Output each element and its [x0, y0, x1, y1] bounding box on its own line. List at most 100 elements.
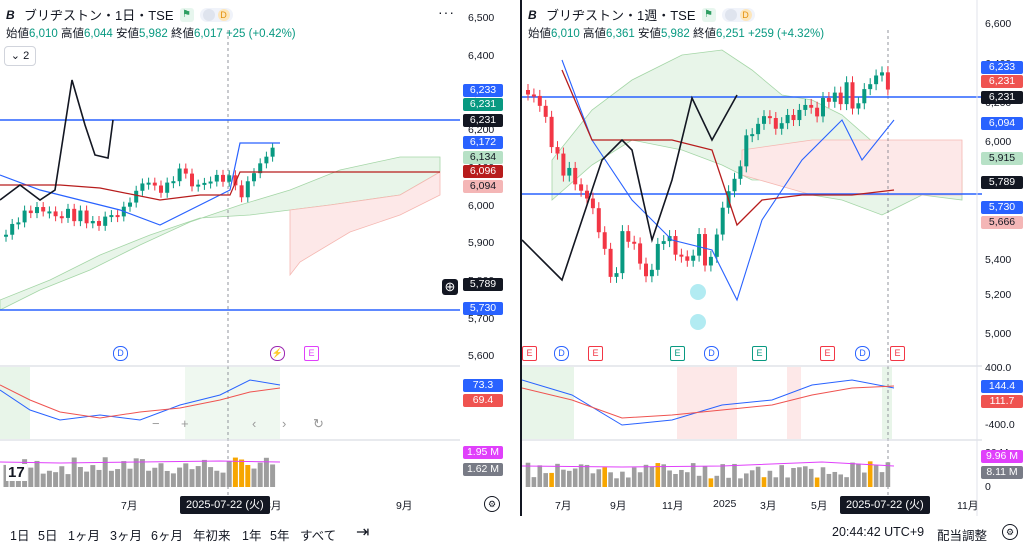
high-value: 6,044 — [83, 28, 113, 40]
price-tick: 5,700 — [468, 313, 495, 325]
weekly-chart-canvas[interactable] — [522, 0, 1024, 516]
osc-tick: -400.0 — [985, 419, 1015, 431]
price-tag: 9.96 M — [981, 450, 1023, 463]
price-tag: 111.7 — [981, 395, 1023, 408]
symbol-logo-icon: B — [6, 7, 15, 22]
change-value: +259 (+4.32%) — [747, 28, 825, 40]
event-dividend-icon[interactable]: D — [113, 346, 128, 361]
time-tick: 5月 — [811, 500, 828, 512]
range-button[interactable]: すべて — [300, 529, 337, 543]
open-value: 6,010 — [29, 28, 58, 40]
reset-icon[interactable]: ↻ — [313, 416, 324, 431]
time-tick: 2025 — [713, 498, 737, 510]
event-marker-icon[interactable]: E — [522, 346, 537, 361]
symbol-title[interactable]: ブリヂストン・1週・TSE — [546, 8, 696, 23]
daily-chart-canvas[interactable] — [0, 0, 520, 516]
dividend-adjust-toggle[interactable]: 配当調整 — [937, 529, 988, 543]
time-tick: 7月 — [121, 500, 138, 512]
price-tag: 5,789 — [981, 176, 1023, 189]
price-tick: 6,000 — [985, 136, 1012, 148]
clock[interactable]: 20:44:42 UTC+9 — [832, 525, 925, 539]
price-tick: 5,900 — [468, 237, 495, 249]
ohlc-legend: 始値6,010 高値6,044 安値5,982 終値6,017 +25 (+0.… — [6, 25, 296, 41]
event-marker-icon[interactable]: D — [855, 346, 870, 361]
price-tag: 6,094 — [463, 180, 503, 193]
delayed-icon: D — [739, 8, 752, 21]
event-split-icon[interactable]: ⚡ — [270, 346, 285, 361]
settings-icon[interactable]: ⚙ — [484, 496, 500, 512]
chart-pane-daily[interactable]: B ブリヂストン・1日・TSE ⚑ D ··· 始値6,010 高値6,044 … — [0, 0, 522, 518]
price-tag: 6,231 — [981, 75, 1023, 88]
more-icon[interactable]: ··· — [438, 4, 455, 20]
status-pill[interactable]: D — [199, 7, 233, 22]
price-tag: 144.4 — [981, 380, 1023, 393]
close-value: 6,251 — [715, 28, 745, 40]
tv-logo-icon[interactable]: 17 — [6, 464, 27, 481]
price-tick: 6,000 — [468, 200, 495, 212]
crosshair-date-label: 2025-07-22 (火) — [180, 496, 270, 514]
low-label: 安値 — [637, 28, 661, 40]
range-button[interactable]: 1日 — [10, 529, 30, 543]
range-button[interactable]: 1年 — [242, 529, 262, 543]
change-value: +25 (+0.42%) — [225, 28, 296, 40]
range-button[interactable]: 年初来 — [193, 529, 231, 543]
price-tag: 5,730 — [981, 201, 1023, 214]
event-marker-icon[interactable]: E — [890, 346, 905, 361]
flag-icon[interactable]: ⚑ — [179, 7, 194, 22]
price-tag: 5,666 — [981, 216, 1023, 229]
chart-pane-weekly[interactable]: B ブリヂストン・1週・TSE ⚑ D 始値6,010 高値6,361 安値5,… — [522, 0, 1024, 516]
price-tag: 6,172 — [463, 136, 503, 149]
event-marker-icon[interactable]: D — [554, 346, 569, 361]
price-tag: 6,231 — [463, 98, 503, 111]
indicator-collapse-button[interactable]: ⌄ 2 — [4, 46, 36, 66]
flag-icon[interactable]: ⚑ — [701, 7, 716, 22]
price-tag: 8.11 M — [981, 466, 1023, 479]
event-marker-icon[interactable]: E — [588, 346, 603, 361]
event-marker-icon[interactable]: E — [820, 346, 835, 361]
compare-icon[interactable]: ⇥ — [356, 524, 370, 541]
range-button[interactable]: 6ヶ月 — [151, 529, 183, 543]
status-pill[interactable]: D — [721, 7, 755, 22]
range-button[interactable]: 3ヶ月 — [110, 529, 142, 543]
price-tag: 1.95 M — [463, 446, 503, 459]
price-tag: 6,233 — [463, 84, 503, 97]
event-earnings-icon[interactable]: E — [304, 346, 319, 361]
range-button[interactable]: 1ヶ月 — [68, 529, 100, 543]
high-label: 高値 — [582, 28, 606, 40]
price-tag: 6,233 — [981, 61, 1023, 74]
symbol-title[interactable]: ブリヂストン・1日・TSE — [24, 8, 174, 23]
range-button[interactable]: 5年 — [270, 529, 290, 543]
market-dot-icon — [724, 8, 737, 21]
price-tag: 69.4 — [463, 394, 503, 407]
time-tick: 3月 — [760, 500, 777, 512]
scroll-left-icon[interactable]: ‹ — [252, 416, 257, 431]
symbol-header[interactable]: B ブリヂストン・1週・TSE ⚑ D — [528, 5, 755, 24]
close-label: 終値 — [170, 28, 194, 40]
ohlc-legend: 始値6,010 高値6,361 安値5,982 終値6,251 +259 (+4… — [528, 25, 824, 41]
price-tick: 5,200 — [985, 289, 1012, 301]
price-tag: 6,231 — [463, 114, 503, 127]
high-label: 高値 — [60, 28, 84, 40]
low-label: 安値 — [115, 28, 139, 40]
zoom-in-icon[interactable]: + — [181, 416, 189, 431]
scroll-right-icon[interactable]: › — [282, 416, 287, 431]
symbol-logo-icon: B — [528, 7, 537, 22]
time-tick: 7月 — [555, 500, 572, 512]
low-value: 5,982 — [138, 28, 168, 40]
price-tag: 6,096 — [463, 165, 503, 178]
price-tag: 6,134 — [463, 151, 503, 164]
time-tick: 9月 — [610, 500, 627, 512]
crosshair-date-label: 2025-07-22 (火) — [840, 496, 930, 514]
range-button[interactable]: 5日 — [38, 529, 58, 543]
crosshair-plus-icon[interactable]: ⊕ — [442, 279, 458, 295]
bottom-toolbar: 1日 5日 1ヶ月 3ヶ月 6ヶ月 年初来 1年 5年 すべて ⇥ 20:44:42 UTC+9… — [0, 516, 1024, 547]
event-marker-icon[interactable]: D — [704, 346, 719, 361]
zoom-out-icon[interactable]: − — [152, 416, 160, 431]
symbol-header[interactable]: B ブリヂストン・1日・TSE ⚑ D — [6, 5, 233, 24]
settings-icon[interactable]: ⚙ — [1002, 524, 1018, 540]
price-tick: 5,400 — [985, 254, 1012, 266]
time-tick: 11月 — [662, 500, 684, 512]
event-marker-icon[interactable]: E — [752, 346, 767, 361]
open-label: 始値 — [528, 28, 551, 40]
event-marker-icon[interactable]: E — [670, 346, 685, 361]
